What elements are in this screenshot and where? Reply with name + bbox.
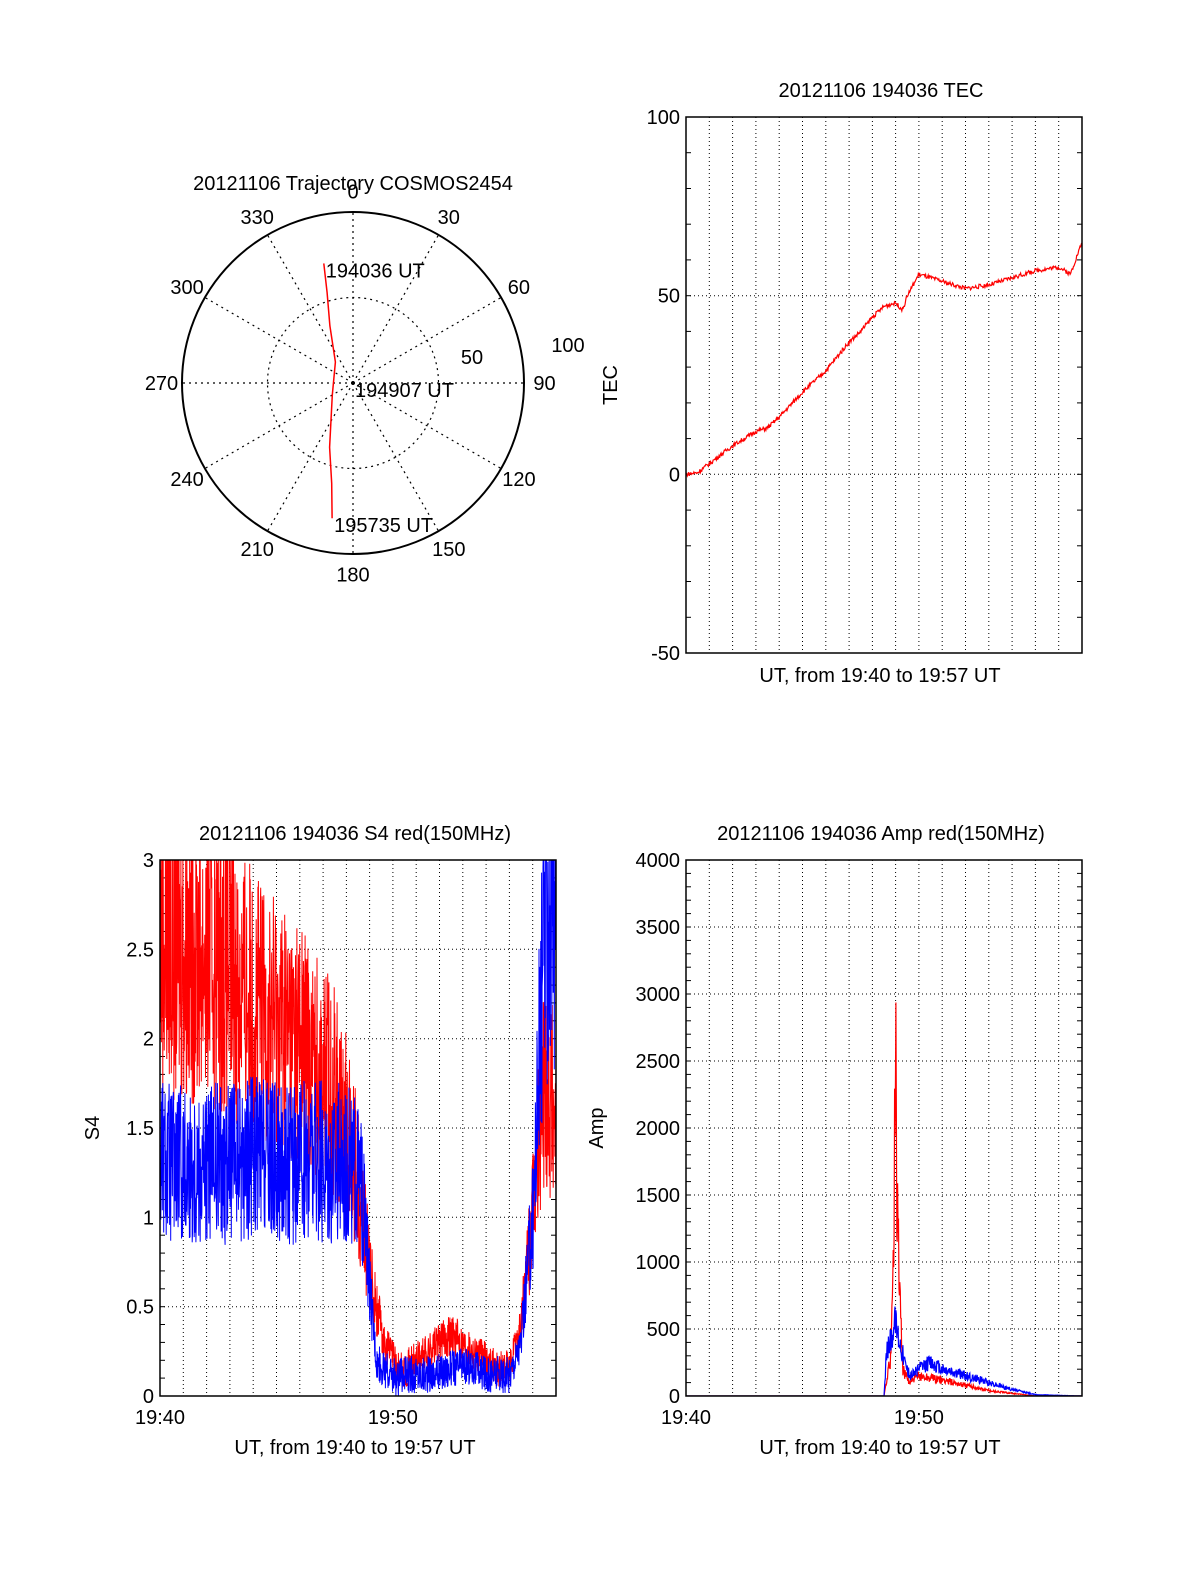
x-tick-label: 19:50 xyxy=(894,1407,944,1429)
trajectory-annotations: 194036 UT 194907 UT 195735 UT xyxy=(326,260,454,537)
x-tick-label: 19:50 xyxy=(368,1407,418,1429)
polar-angle-label: 330 xyxy=(241,207,274,229)
series-line xyxy=(686,1306,1082,1396)
y-tick-label: 2 xyxy=(143,1029,154,1051)
series-line xyxy=(686,1002,1082,1396)
s4-line-chart: 20121106 194036 S4 red(150MHz) 0 0.5 1 1.5 2… xyxy=(82,823,557,1459)
polar-angle-labels: 0 30 60 90 120 150 180 210 240 270 300 330 xyxy=(145,182,556,587)
polar-angle-label: 150 xyxy=(432,539,465,561)
series-line xyxy=(160,860,556,1396)
trajectory-time-label: 195735 UT xyxy=(334,515,433,537)
y-tick-label: 3 xyxy=(143,850,154,872)
trajectory-trace xyxy=(323,263,337,519)
series-line xyxy=(160,860,556,1387)
y-tick-label: 0.5 xyxy=(126,1297,154,1319)
polar-grid xyxy=(181,211,525,555)
series-line xyxy=(686,242,1082,478)
tec-xlabel: UT, from 19:40 to 19:57 UT xyxy=(759,665,1000,687)
amp-xlabel: UT, from 19:40 to 19:57 UT xyxy=(759,1437,1000,1459)
polar-spoke xyxy=(266,382,354,532)
y-tick-label: 1000 xyxy=(636,1252,681,1274)
y-tick-label: 4000 xyxy=(636,850,681,872)
trajectory-time-label: 194907 UT xyxy=(355,380,454,402)
plot-frame xyxy=(685,116,1083,654)
y-tick-label: 3000 xyxy=(636,984,681,1006)
polar-angle-label: 60 xyxy=(508,277,530,299)
y-tick-label: 2500 xyxy=(636,1051,681,1073)
y-tick-label: 1500 xyxy=(636,1185,681,1207)
polar-angle-label: 180 xyxy=(336,565,369,587)
y-tick-label: 0 xyxy=(143,1386,154,1408)
polar-angle-label: 240 xyxy=(170,469,203,491)
polar-angle-label: 270 xyxy=(145,373,178,395)
polar-spoke xyxy=(352,382,440,532)
x-tick-label: 19:40 xyxy=(661,1407,711,1429)
amp-title: 20121106 194036 Amp red(150MHz) xyxy=(717,823,1045,845)
trajectory-time-label: 194036 UT xyxy=(326,260,425,282)
polar-angle-label: 90 xyxy=(533,373,555,395)
trajectory-polar-chart: 20121106 Trajectory COSMOS2454 0 30 60 90 12… xyxy=(145,173,585,587)
amp-line-chart: 20121106 194036 Amp red(150MHz) 0 500 1000… xyxy=(586,823,1083,1459)
tec-line-chart: 20121106 194036 TEC -50 0 50 100 UT, from 1… xyxy=(600,80,1083,687)
y-tick-label: 500 xyxy=(647,1319,680,1341)
y-tick-label: 1 xyxy=(143,1207,154,1229)
polar-radius-labels: 50 100 xyxy=(461,335,585,369)
polar-angle-label: 300 xyxy=(170,277,203,299)
plot-frame xyxy=(685,859,1083,1397)
polar-angle-label: 0 xyxy=(347,182,358,204)
polar-radius-label: 100 xyxy=(551,335,584,357)
polar-angle-label: 120 xyxy=(502,469,535,491)
y-tick-label: 50 xyxy=(658,286,680,308)
plot-frame xyxy=(159,859,557,1397)
polar-angle-label: 210 xyxy=(241,539,274,561)
y-tick-label: 0 xyxy=(669,1386,680,1408)
y-tick-label: 2.5 xyxy=(126,939,154,961)
amp-ylabel: Amp xyxy=(586,1107,608,1148)
polar-spoke xyxy=(204,296,354,384)
polar-outer-ring xyxy=(181,211,525,555)
y-tick-label: 0 xyxy=(669,464,680,486)
polar-spoke xyxy=(266,234,354,384)
polar-spoke xyxy=(352,296,502,384)
trajectory-title: 20121106 Trajectory COSMOS2454 xyxy=(193,173,513,195)
y-tick-label: 100 xyxy=(647,107,680,129)
tec-title: 20121106 194036 TEC xyxy=(779,80,984,102)
s4-xlabel: UT, from 19:40 to 19:57 UT xyxy=(234,1437,475,1459)
polar-angle-label: 30 xyxy=(438,207,460,229)
trajectory-line xyxy=(323,263,337,519)
polar-radius-label: 50 xyxy=(461,347,483,369)
tec-ylabel: TEC xyxy=(600,365,622,405)
y-tick-label: -50 xyxy=(651,643,680,665)
x-tick-label: 19:40 xyxy=(135,1407,185,1429)
y-tick-label: 2000 xyxy=(636,1118,681,1140)
s4-title: 20121106 194036 S4 red(150MHz) xyxy=(199,823,511,845)
polar-spoke xyxy=(204,382,354,470)
polar-spoke xyxy=(352,234,440,384)
y-tick-label: 3500 xyxy=(636,917,681,939)
s4-ylabel: S4 xyxy=(82,1116,104,1140)
polar-spoke xyxy=(352,382,502,470)
y-tick-label: 1.5 xyxy=(126,1118,154,1140)
